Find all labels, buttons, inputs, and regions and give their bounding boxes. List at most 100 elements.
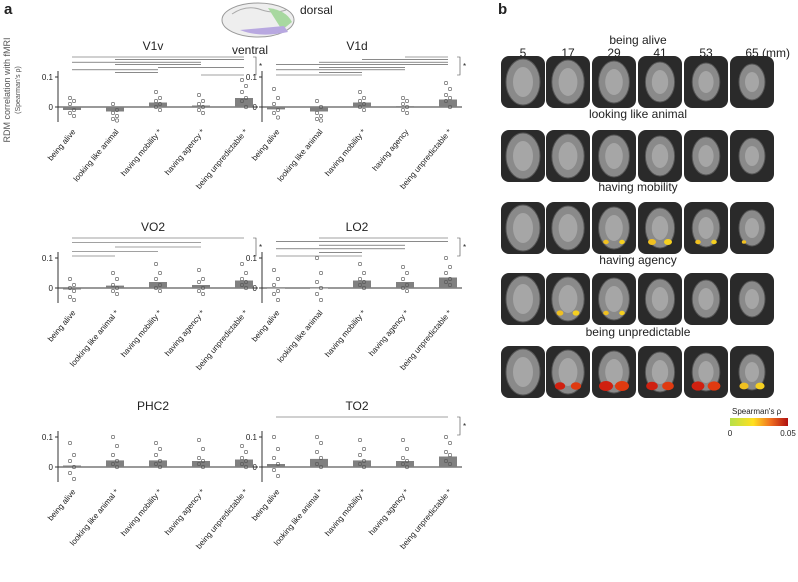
data-point [271, 111, 276, 116]
data-point [357, 461, 362, 466]
data-point [240, 461, 245, 466]
x-tick-label: having mobility * [323, 128, 367, 178]
y-label: RDM correlation with fMRI [2, 37, 12, 142]
inset-label: ventral [232, 43, 268, 57]
bar [106, 285, 124, 288]
y-tick-label: 0.1 [42, 73, 54, 82]
slice-unit: (mm) [762, 46, 790, 60]
data-point [318, 297, 323, 302]
bar [192, 285, 210, 288]
x-tick-label: being alive [46, 308, 78, 344]
data-point [154, 461, 159, 466]
y-tick-label: 0 [49, 284, 54, 293]
y-tick-label: 0 [49, 463, 54, 472]
data-point [240, 78, 245, 83]
y-tick-label: 0.1 [42, 433, 54, 442]
brain-inner [605, 143, 623, 169]
bar [439, 277, 457, 288]
brain-inner [558, 68, 578, 96]
data-point [158, 282, 163, 287]
data-point [244, 105, 249, 110]
brain-inner [698, 217, 714, 239]
data-point [115, 458, 120, 463]
bar [235, 280, 253, 288]
data-point [443, 270, 448, 275]
data-point [244, 270, 249, 275]
data-point [271, 267, 276, 272]
data-point [275, 276, 280, 281]
y-tick-label: 0 [253, 103, 258, 112]
data-point [115, 285, 120, 290]
data-point [318, 114, 323, 119]
data-point [68, 458, 73, 463]
data-point [197, 437, 202, 442]
data-point [115, 443, 120, 448]
data-point [201, 111, 206, 116]
data-point [201, 464, 206, 469]
data-point [275, 297, 280, 302]
data-point [244, 285, 249, 290]
row-label: looking like animal [589, 107, 687, 121]
data-point [201, 458, 206, 463]
activation [619, 239, 625, 245]
x-tick-label: having agency * [163, 309, 206, 358]
bar [63, 288, 81, 290]
brain-inner [513, 213, 533, 243]
colorbar-label: 0 [728, 429, 733, 438]
data-point [443, 81, 448, 86]
chart-title: LO2 [346, 220, 369, 234]
bar [149, 102, 167, 107]
bar [353, 280, 371, 288]
brain-inner [513, 357, 533, 387]
panel-label: b [498, 1, 507, 18]
data-point [72, 114, 77, 119]
data-point [158, 288, 163, 293]
chart-title: VO2 [141, 220, 165, 234]
activation [664, 239, 672, 245]
data-point [443, 458, 448, 463]
data-point [361, 102, 366, 107]
data-point [240, 443, 245, 448]
brain-inner [745, 72, 759, 92]
y-tick-label: 0.1 [246, 73, 258, 82]
data-point [68, 276, 73, 281]
data-point [357, 105, 362, 110]
y-label-sub: (Spearman's ρ) [15, 66, 22, 114]
data-point [357, 276, 362, 281]
chart-title: V1v [143, 39, 164, 53]
data-point [158, 458, 163, 463]
data-point [158, 96, 163, 101]
bracket [457, 416, 461, 436]
y-tick-label: 0.1 [246, 433, 258, 442]
bar [267, 288, 285, 289]
data-point [404, 105, 409, 110]
data-point [111, 102, 116, 107]
data-point [158, 446, 163, 451]
slice-label: 5 [520, 46, 527, 60]
data-point [314, 99, 319, 104]
activation [755, 382, 765, 390]
data-point [404, 282, 409, 287]
brain-inner [745, 289, 759, 309]
x-tick-label: having mobility * [119, 309, 163, 359]
data-point [111, 117, 116, 122]
bar [310, 107, 328, 112]
data-point [115, 108, 120, 113]
data-point [447, 461, 452, 466]
data-point [400, 96, 405, 101]
data-point [111, 270, 116, 275]
x-tick-label: being alive [250, 487, 282, 523]
x-tick-label: having mobility * [323, 309, 367, 359]
data-point [115, 291, 120, 296]
data-point [314, 434, 319, 439]
activation [646, 381, 658, 391]
data-point [240, 90, 245, 95]
bar [192, 105, 210, 107]
activation [556, 310, 564, 316]
x-tick-label: having agency * [367, 309, 410, 358]
x-tick-label: being alive [250, 308, 282, 344]
x-tick-label: being alive [250, 127, 282, 163]
data-point [404, 288, 409, 293]
data-point [244, 84, 249, 89]
